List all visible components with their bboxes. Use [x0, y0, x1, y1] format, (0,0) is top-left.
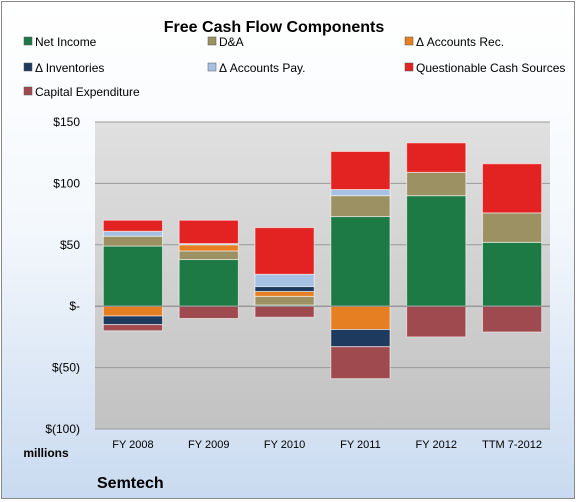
legend-label: D&A	[219, 35, 244, 49]
x-tick-label: FY 2012	[416, 439, 457, 451]
legend-swatch	[23, 62, 33, 72]
bar-segment	[330, 195, 391, 218]
bar-segment	[406, 171, 467, 197]
bar-segment	[178, 305, 239, 319]
legend-label: Δ Inventories	[35, 61, 104, 75]
bar-segment	[102, 219, 163, 232]
bar-segment	[406, 195, 467, 307]
legend-label: Questionable Cash Sources	[416, 61, 565, 75]
legend-swatch	[404, 36, 414, 46]
legend-swatch	[207, 62, 217, 72]
x-axis-ticks: FY 2008 FY 2009 FY 2010 FY 2011 FY 2012 TTM 7…	[112, 439, 542, 451]
bar-segment	[254, 305, 315, 318]
legend-swatch	[23, 86, 33, 96]
bar-segment	[102, 245, 163, 307]
bar-segment	[254, 286, 315, 292]
bar-segment	[254, 273, 315, 288]
company-name: Semtech	[97, 475, 164, 492]
bar-segment	[254, 227, 315, 275]
legend-swatch	[207, 36, 217, 46]
legend-swatch	[23, 36, 33, 46]
bar-segment	[178, 250, 239, 261]
chart-title: Free Cash Flow Components	[164, 19, 385, 36]
plot-area	[95, 122, 550, 429]
bar-segment	[254, 295, 315, 306]
y-tick-label: $150	[53, 115, 80, 129]
unit-label: millions	[23, 446, 69, 460]
bar-segment	[102, 235, 163, 247]
bar-segment	[330, 150, 391, 191]
bar-segment	[102, 315, 163, 326]
x-tick-label: FY 2011	[340, 439, 381, 451]
legend-swatch	[404, 62, 414, 72]
bar-segment	[482, 305, 543, 333]
bar-segment	[102, 305, 163, 317]
x-tick-label: FY 2010	[264, 439, 305, 451]
bar-segment	[330, 189, 391, 197]
bar-segment	[406, 305, 467, 338]
legend-label: Δ Accounts Pay.	[219, 61, 306, 75]
y-tick-label: $(50)	[52, 361, 80, 375]
legend-label: Net Income	[35, 35, 97, 49]
bars	[102, 142, 543, 380]
legend-label: Δ Accounts Rec.	[416, 35, 504, 49]
bar-segment	[330, 346, 391, 380]
bar-segment	[482, 241, 543, 307]
bar-segment	[330, 329, 391, 348]
bar-segment	[102, 230, 163, 237]
bar-segment	[482, 163, 543, 214]
bar-segment	[330, 305, 391, 331]
legend-label: Capital Expenditure	[35, 85, 140, 99]
x-tick-label: TTM 7-2012	[482, 439, 542, 451]
y-tick-label: $50	[60, 238, 80, 252]
bar-segment	[254, 290, 315, 297]
bar-segment	[102, 324, 163, 332]
bar-segment	[178, 259, 239, 307]
bar-segment	[330, 216, 391, 307]
bar-segment	[406, 142, 467, 173]
y-tick-label: $-	[69, 299, 80, 313]
y-tick-label: $(100)	[45, 422, 80, 436]
y-tick-label: $100	[53, 176, 80, 190]
bar-segment	[178, 244, 239, 252]
x-tick-label: FY 2008	[112, 439, 153, 451]
bar-segment	[178, 219, 239, 245]
y-axis-ticks: $150 $100 $50 $- $(50) $(100)	[45, 115, 80, 436]
legend: Net Income D&A Δ Accounts Rec. Δ Inventorie…	[23, 35, 565, 99]
x-tick-label: FY 2009	[188, 439, 229, 451]
bar-segment	[482, 212, 543, 243]
